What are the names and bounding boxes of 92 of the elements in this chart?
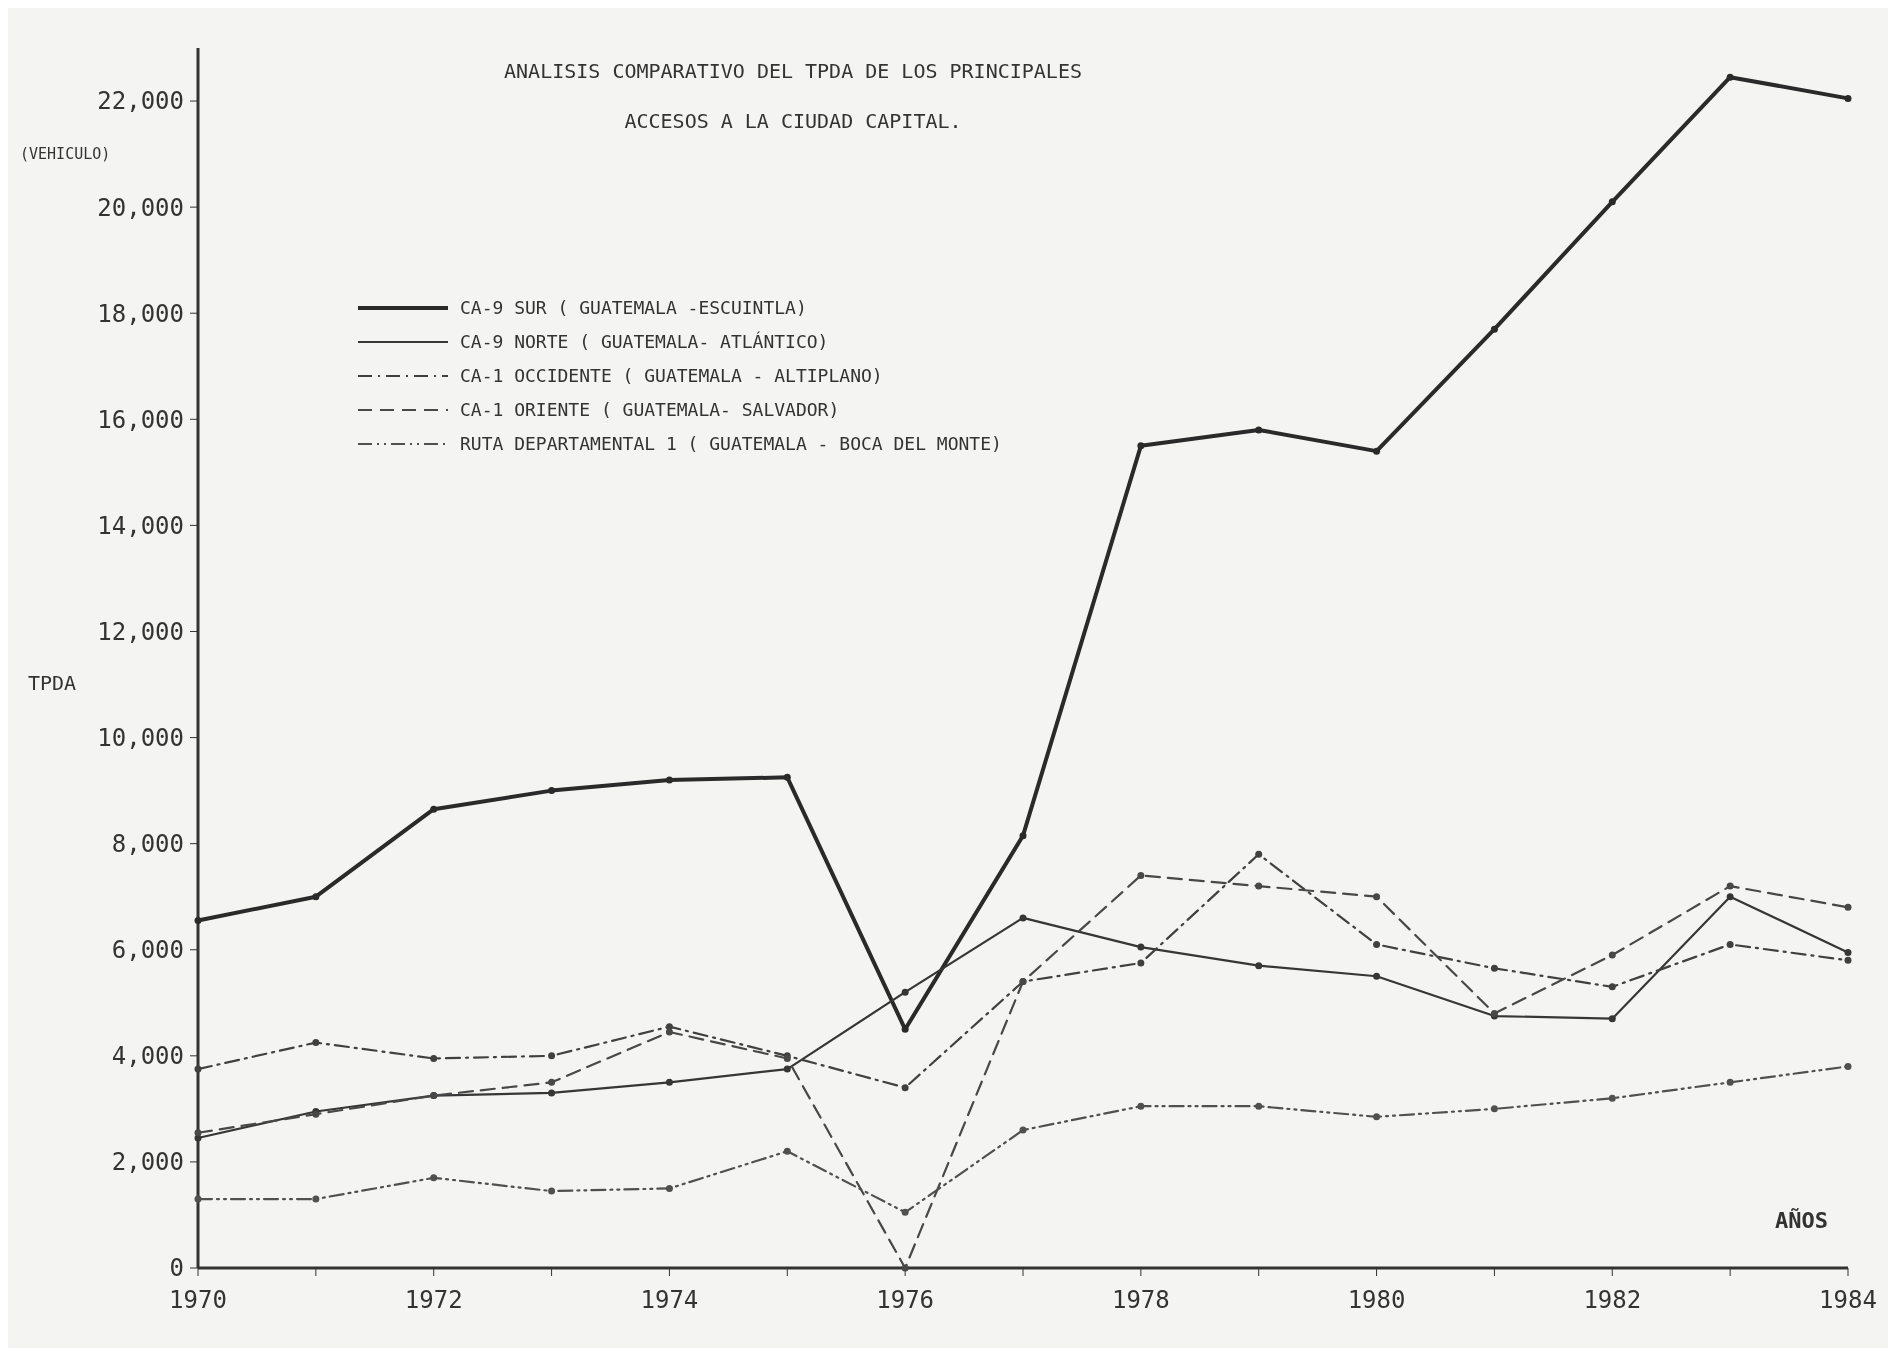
point	[548, 1089, 556, 1097]
point	[1019, 914, 1027, 922]
x-tick-label: 1970	[169, 1286, 227, 1314]
x-tick-label: 1982	[1583, 1286, 1642, 1314]
point	[1255, 882, 1263, 890]
point	[1726, 882, 1734, 890]
point	[1490, 964, 1498, 972]
point	[430, 1054, 438, 1062]
point	[1844, 948, 1852, 956]
point	[665, 1078, 673, 1086]
point	[1844, 956, 1852, 964]
point	[194, 917, 202, 925]
point	[1844, 1062, 1852, 1070]
point	[1137, 959, 1145, 967]
text: (VEHICULO)	[20, 145, 111, 164]
y-tick-label: 0	[169, 1254, 184, 1283]
point	[1373, 1113, 1381, 1121]
y-tick-label: 18,000	[97, 299, 184, 328]
legend-label: CA-9 SUR ( GUATEMALA -ESCUINTLA)	[460, 297, 807, 319]
point	[430, 1174, 438, 1182]
y-tick-label: 16,000	[97, 405, 184, 434]
y-tick-label: 12,000	[97, 617, 184, 646]
point	[1019, 832, 1027, 840]
point	[665, 1184, 673, 1192]
x-tick-label: 1972	[404, 1286, 463, 1314]
point	[1137, 871, 1145, 879]
x-axis-title: AÑOS	[1775, 1208, 1828, 1233]
point	[1608, 983, 1616, 991]
point	[1726, 893, 1734, 901]
point	[665, 1023, 673, 1031]
point	[1608, 951, 1616, 959]
y-tick-label: 10,000	[97, 723, 184, 752]
point	[1490, 325, 1498, 333]
point	[901, 988, 909, 996]
x-tick-label: 1980	[1347, 1286, 1406, 1314]
point	[1844, 903, 1852, 911]
point	[194, 1195, 202, 1203]
x-tick-label: 1976	[876, 1286, 935, 1314]
point	[194, 1065, 202, 1073]
y-tick-label: 8,000	[111, 830, 184, 859]
point	[1255, 962, 1263, 970]
point	[548, 1187, 556, 1195]
x-tick-label: 1974	[640, 1286, 699, 1314]
y-tick-label: 20,000	[97, 193, 184, 222]
point	[1019, 1126, 1027, 1134]
point	[1373, 940, 1381, 948]
point	[430, 805, 438, 813]
y-tick-label: 22,000	[97, 87, 184, 116]
legend-label: CA-9 NORTE ( GUATEMALA- ATLÁNTICO)	[460, 331, 829, 353]
legend-label: CA-1 OCCIDENTE ( GUATEMALA - ALTIPLANO)	[460, 365, 883, 387]
point	[548, 1052, 556, 1060]
point	[1490, 1105, 1498, 1113]
point	[1137, 943, 1145, 951]
chart-title: ANALISIS COMPARATIVO DEL TPDA DE LOS PRINCIPALES ACCESOS A LA CIUDAD CAPITAL.	[504, 59, 1082, 133]
point	[901, 1264, 909, 1272]
point	[1844, 94, 1852, 102]
point	[312, 1039, 320, 1047]
point	[1137, 442, 1145, 450]
point	[1608, 1015, 1616, 1023]
legend-label: CA-1 ORIENTE ( GUATEMALA- SALVADOR)	[460, 399, 840, 421]
y-tick-label: 4,000	[111, 1042, 184, 1071]
point	[783, 1147, 791, 1155]
point	[783, 1065, 791, 1073]
point	[901, 1208, 909, 1216]
point	[548, 1078, 556, 1086]
point	[1255, 850, 1263, 858]
point	[1373, 447, 1381, 455]
point	[901, 1084, 909, 1092]
point	[312, 1195, 320, 1203]
x-tick-label: 1984	[1819, 1286, 1877, 1314]
y-tick-label: 2,000	[111, 1148, 184, 1177]
point	[194, 1129, 202, 1137]
point	[1373, 893, 1381, 901]
point	[1255, 426, 1263, 434]
point	[1608, 1094, 1616, 1102]
point	[1255, 1102, 1263, 1110]
point	[1726, 1078, 1734, 1086]
legend-label: RUTA DEPARTAMENTAL 1 ( GUATEMALA - BOCA DEL MONTE)	[460, 433, 1002, 455]
point	[665, 776, 673, 784]
y-tick-label: 6,000	[111, 936, 184, 965]
point	[1726, 940, 1734, 948]
point	[1726, 73, 1734, 81]
point	[783, 773, 791, 781]
point	[312, 893, 320, 901]
point	[1373, 972, 1381, 980]
y-axis-title: TPDA	[28, 670, 77, 695]
x-tick-label: 1978	[1111, 1286, 1170, 1314]
point	[1608, 198, 1616, 206]
point	[548, 787, 556, 795]
point	[1137, 1102, 1145, 1110]
y-tick-label: 14,000	[97, 511, 184, 540]
point	[665, 1028, 673, 1036]
